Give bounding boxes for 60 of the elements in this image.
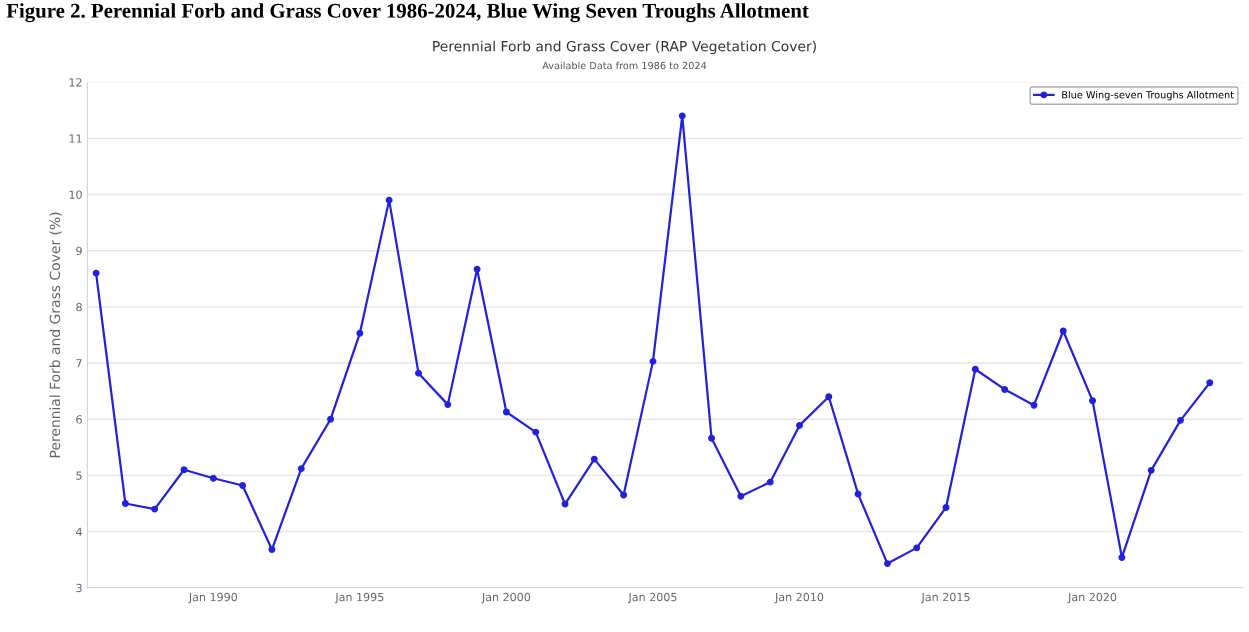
point	[268, 546, 276, 554]
point	[502, 408, 510, 416]
point	[209, 474, 217, 482]
point	[327, 415, 335, 423]
caption: Figure 2. Perennial Forb and Grass Cover 1986-2024, Blue Wing Seven Troughs Allotment	[6, 3, 809, 23]
point	[708, 434, 716, 442]
y-tick-label: 12	[69, 78, 82, 87]
point	[1089, 397, 1097, 405]
point	[151, 505, 159, 513]
chart-subtitle: Available Data from 1986 to 2024	[542, 61, 707, 70]
x-tick-label: Jan 2020	[1067, 592, 1117, 604]
y-axis-title: Perennial Forb and Grass Cover (%)	[49, 212, 62, 458]
point	[532, 428, 540, 436]
point	[356, 329, 364, 337]
x-tick-label: Jan 1990	[188, 592, 238, 604]
y-tick-label: 4	[76, 527, 82, 536]
point	[92, 269, 100, 277]
y-tick-label: 5	[76, 471, 82, 480]
x-tick-label: Jan 2000	[481, 592, 531, 604]
x-tick-label: Jan 2015	[920, 592, 970, 604]
x-tick-label: Jan 2010	[774, 592, 824, 604]
point	[620, 491, 628, 499]
x-tick-label: Jan 2005	[627, 592, 677, 604]
point	[415, 369, 422, 377]
point	[1147, 466, 1155, 474]
y-tick-label: 9	[76, 246, 82, 256]
x-tick-label: Jan 1995	[334, 592, 384, 604]
y-tick-label: 8	[76, 302, 82, 312]
y-tick-label: 10	[69, 190, 82, 199]
point	[678, 112, 686, 120]
point	[1001, 385, 1009, 393]
point	[590, 455, 598, 463]
legend-label: Blue Wing-seven Troughs Allotment	[1062, 90, 1234, 101]
point	[121, 500, 129, 507]
point	[971, 365, 979, 373]
point	[473, 265, 481, 273]
point	[825, 393, 833, 401]
point	[649, 357, 657, 365]
point	[180, 466, 188, 474]
point	[766, 478, 774, 486]
point	[942, 503, 950, 511]
point	[883, 560, 891, 568]
y-tick-label: 11	[69, 134, 82, 143]
y-tick-label: 7	[76, 359, 82, 368]
point	[1177, 416, 1184, 424]
point	[297, 465, 305, 473]
point	[796, 421, 803, 429]
point	[239, 482, 247, 489]
point	[737, 492, 745, 500]
point	[913, 544, 921, 552]
chart-title: Perennial Forb and Grass Cover (RAP Vegetation Cover)	[433, 40, 816, 55]
point	[854, 490, 862, 498]
point	[385, 196, 393, 204]
y-tick-label: 3	[76, 583, 82, 593]
point	[1059, 327, 1067, 335]
point	[1030, 401, 1038, 409]
point	[444, 401, 452, 409]
point	[1206, 379, 1214, 387]
point	[1118, 553, 1126, 561]
y-tick-label: 6	[76, 415, 82, 424]
